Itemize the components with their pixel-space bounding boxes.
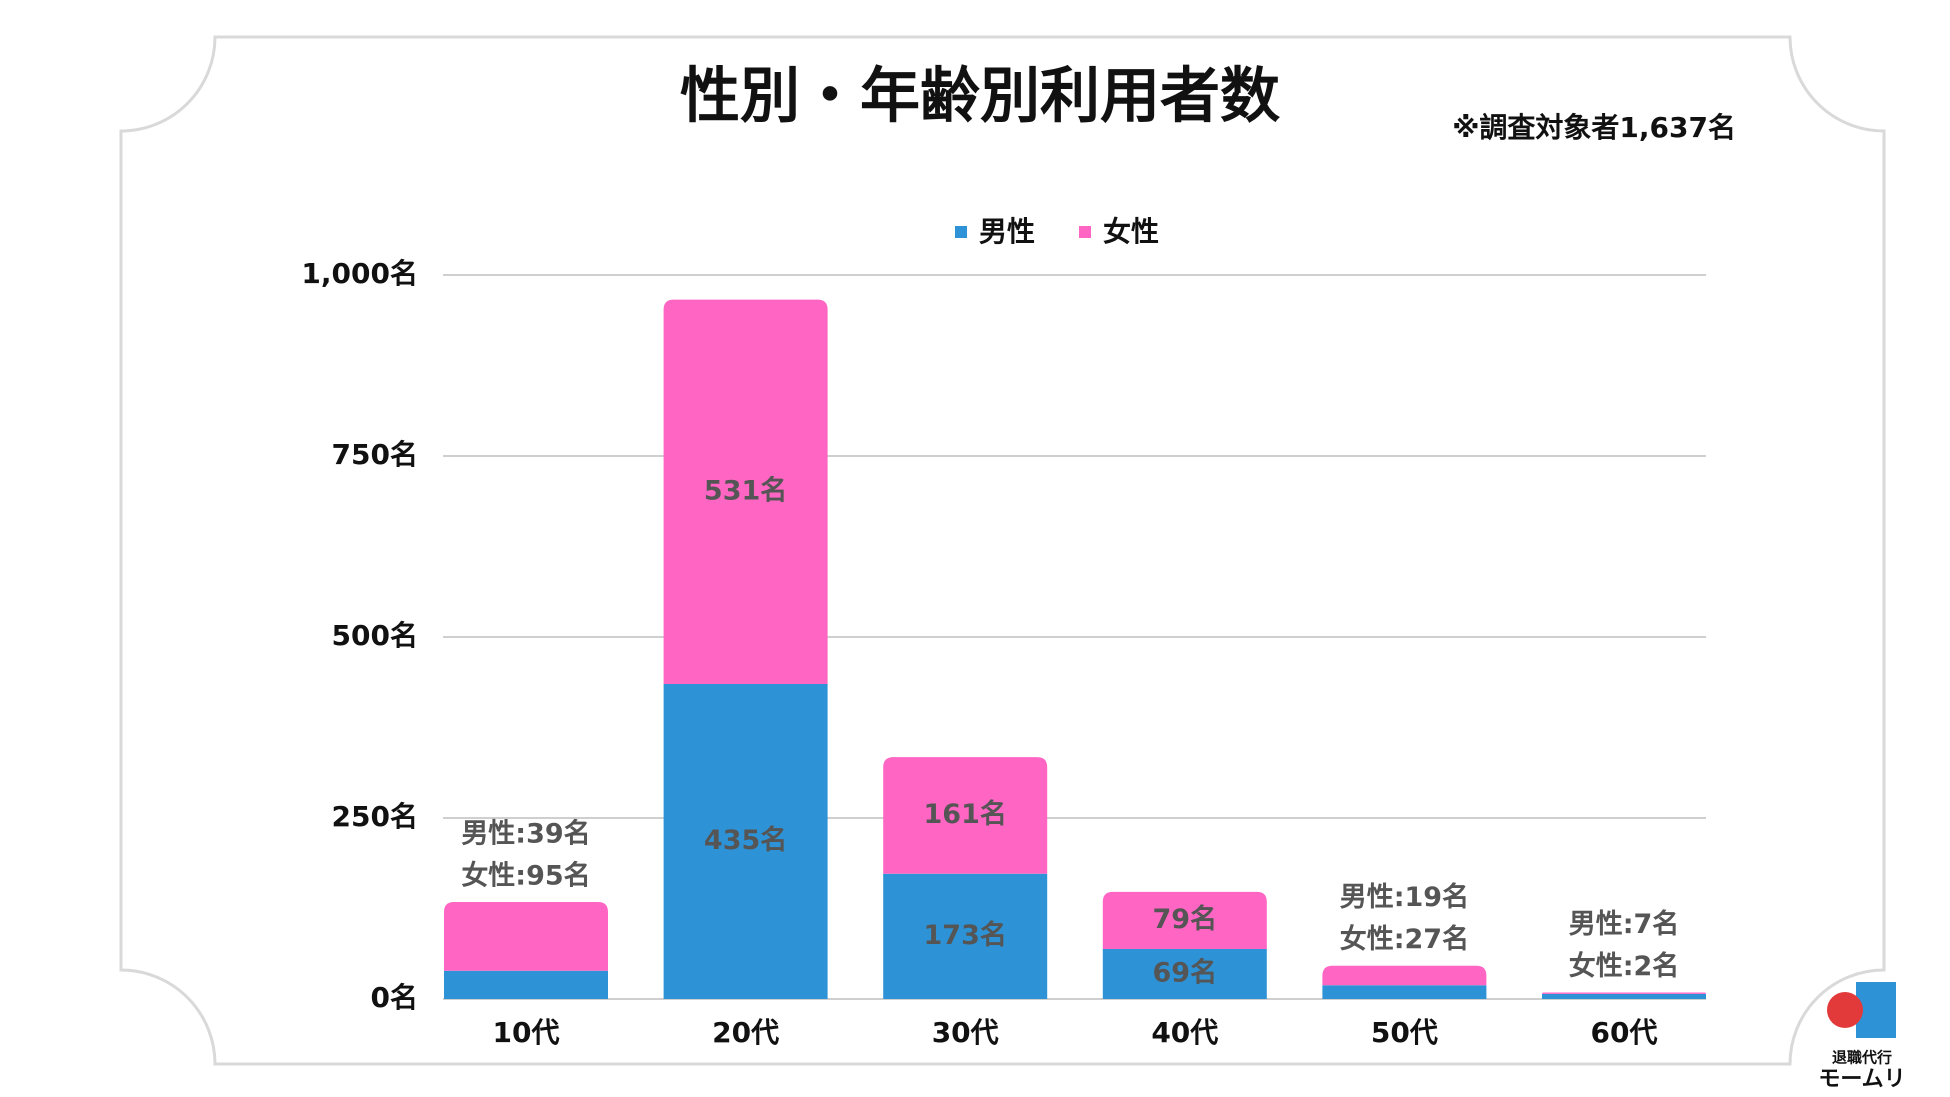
x-tick-label: 50代: [1371, 1016, 1438, 1049]
legend-swatch: [955, 226, 967, 238]
value-label: 女性:95名: [461, 859, 590, 891]
value-label: 161名: [924, 798, 1007, 830]
logo-icon: [1827, 992, 1863, 1028]
bar-segment: [883, 873, 1048, 999]
value-label: 男性:19名: [1340, 881, 1469, 913]
value-label: 79名: [1153, 903, 1218, 935]
x-tick-label: 30代: [932, 1016, 999, 1049]
x-tick-label: 60代: [1591, 1016, 1658, 1049]
y-tick-label: 250名: [332, 800, 418, 833]
bar-segment: [663, 299, 828, 685]
bar-segment: [663, 684, 828, 999]
value-label: 男性:7名: [1569, 908, 1680, 940]
logo: 退職代行 モームリ: [1818, 982, 1906, 1092]
legend-swatch: [1079, 226, 1091, 238]
value-label: 男性:39名: [461, 817, 590, 849]
x-tick-label: 40代: [1151, 1016, 1218, 1049]
legend-label: 男性: [979, 215, 1035, 248]
bar-segment: [1102, 949, 1267, 999]
bar-segment: [1322, 985, 1487, 999]
y-tick-label: 500名: [332, 619, 418, 652]
value-label: 69名: [1153, 957, 1218, 989]
value-label: 女性:2名: [1569, 950, 1680, 982]
logo-text: モームリ: [1818, 1067, 1905, 1092]
value-label: 435名: [704, 824, 787, 856]
chart-subtitle: ※調査対象者1,637名: [1452, 111, 1736, 144]
bar-segment: [883, 757, 1048, 874]
legend-label: 女性: [1103, 215, 1159, 248]
bar-segment: [444, 970, 608, 999]
y-tick-label: 1,000名: [301, 257, 418, 290]
bar-segment: [1102, 891, 1267, 950]
value-label: 173名: [924, 919, 1007, 951]
y-tick-label: 750名: [332, 438, 418, 471]
frame: [119, 35, 1886, 1066]
x-tick-label: 20代: [712, 1016, 779, 1049]
value-label: 531名: [704, 474, 787, 506]
logo-text: 退職代行: [1832, 1049, 1892, 1067]
bar-segment: [444, 901, 608, 971]
y-tick-label: 0名: [371, 981, 418, 1014]
bar-segment: [1542, 992, 1706, 994]
chart-title: 性別・年齢別利用者数: [680, 62, 1280, 132]
x-tick-label: 10代: [493, 1016, 560, 1049]
bar-segment: [1542, 993, 1706, 999]
bar-segment: [1322, 965, 1487, 986]
value-label: 女性:27名: [1340, 923, 1469, 955]
